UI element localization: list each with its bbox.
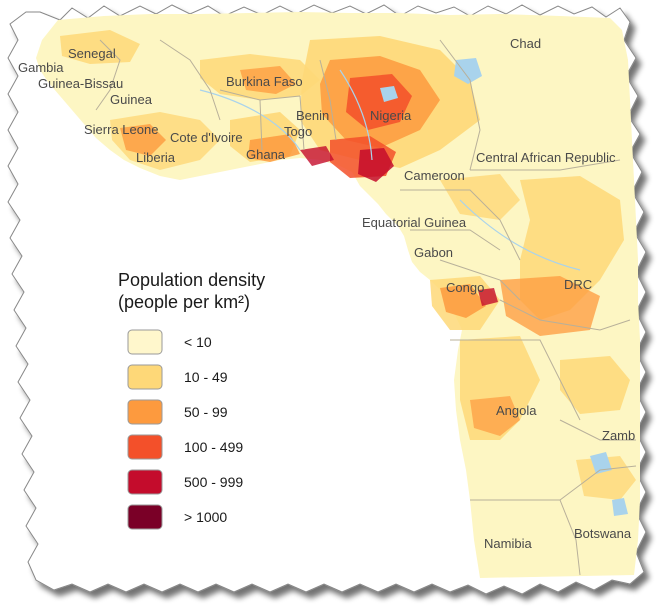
label-equatorial-guinea: Equatorial Guinea [362,215,467,230]
label-guinea-bissau: Guinea-Bissau [38,76,123,91]
label-cameroon: Cameroon [404,168,465,183]
legend-label-4: 500 - 999 [184,474,243,490]
label-congo: Congo [446,280,484,295]
legend-swatch-0 [127,329,163,355]
label-namibia: Namibia [484,536,532,551]
label-angola: Angola [496,403,537,418]
legend-items: < 10 10 - 49 50 - 99 100 - 499 500 - 999 > 10… [127,329,243,530]
legend-label-0: < 10 [184,334,212,350]
lakes [380,58,628,516]
label-gabon: Gabon [414,245,453,260]
legend-swatch-1 [127,364,163,390]
legend-title-line2: (people per km²) [118,292,250,312]
label-gambia: Gambia [18,60,64,75]
legend-swatch-2 [127,399,163,425]
country-labels: Gambia Senegal Guinea-Bissau Guinea Sier… [18,36,635,551]
label-zambia: Zamb [602,428,635,443]
legend-title-line1: Population density [118,270,265,290]
rivers [199,69,581,271]
label-benin: Benin [296,108,329,123]
density-patches [60,30,636,500]
label-ghana: Ghana [246,147,286,162]
legend: Population density (people per km²) < 10… [118,270,265,530]
label-car: Central African Republic [476,150,616,165]
legend-label-1: 10 - 49 [184,369,228,385]
legend-swatch-5 [127,504,163,530]
label-botswana: Botswana [574,526,632,541]
legend-label-5: > 1000 [184,509,227,525]
label-sierra-leone: Sierra Leone [84,122,158,137]
legend-label-2: 50 - 99 [184,404,228,420]
label-chad: Chad [510,36,541,51]
label-drc: DRC [564,277,592,292]
label-nigeria: Nigeria [370,108,412,123]
legend-label-3: 100 - 499 [184,439,243,455]
label-cote-divoire: Cote d'Ivoire [170,130,243,145]
label-togo: Togo [284,124,312,139]
label-senegal: Senegal [68,46,116,61]
legend-swatch-4 [127,469,163,495]
label-burkina-faso: Burkina Faso [226,74,303,89]
label-guinea: Guinea [110,92,153,107]
country-borders [95,39,637,576]
legend-swatch-3 [127,434,163,460]
label-liberia: Liberia [136,150,176,165]
